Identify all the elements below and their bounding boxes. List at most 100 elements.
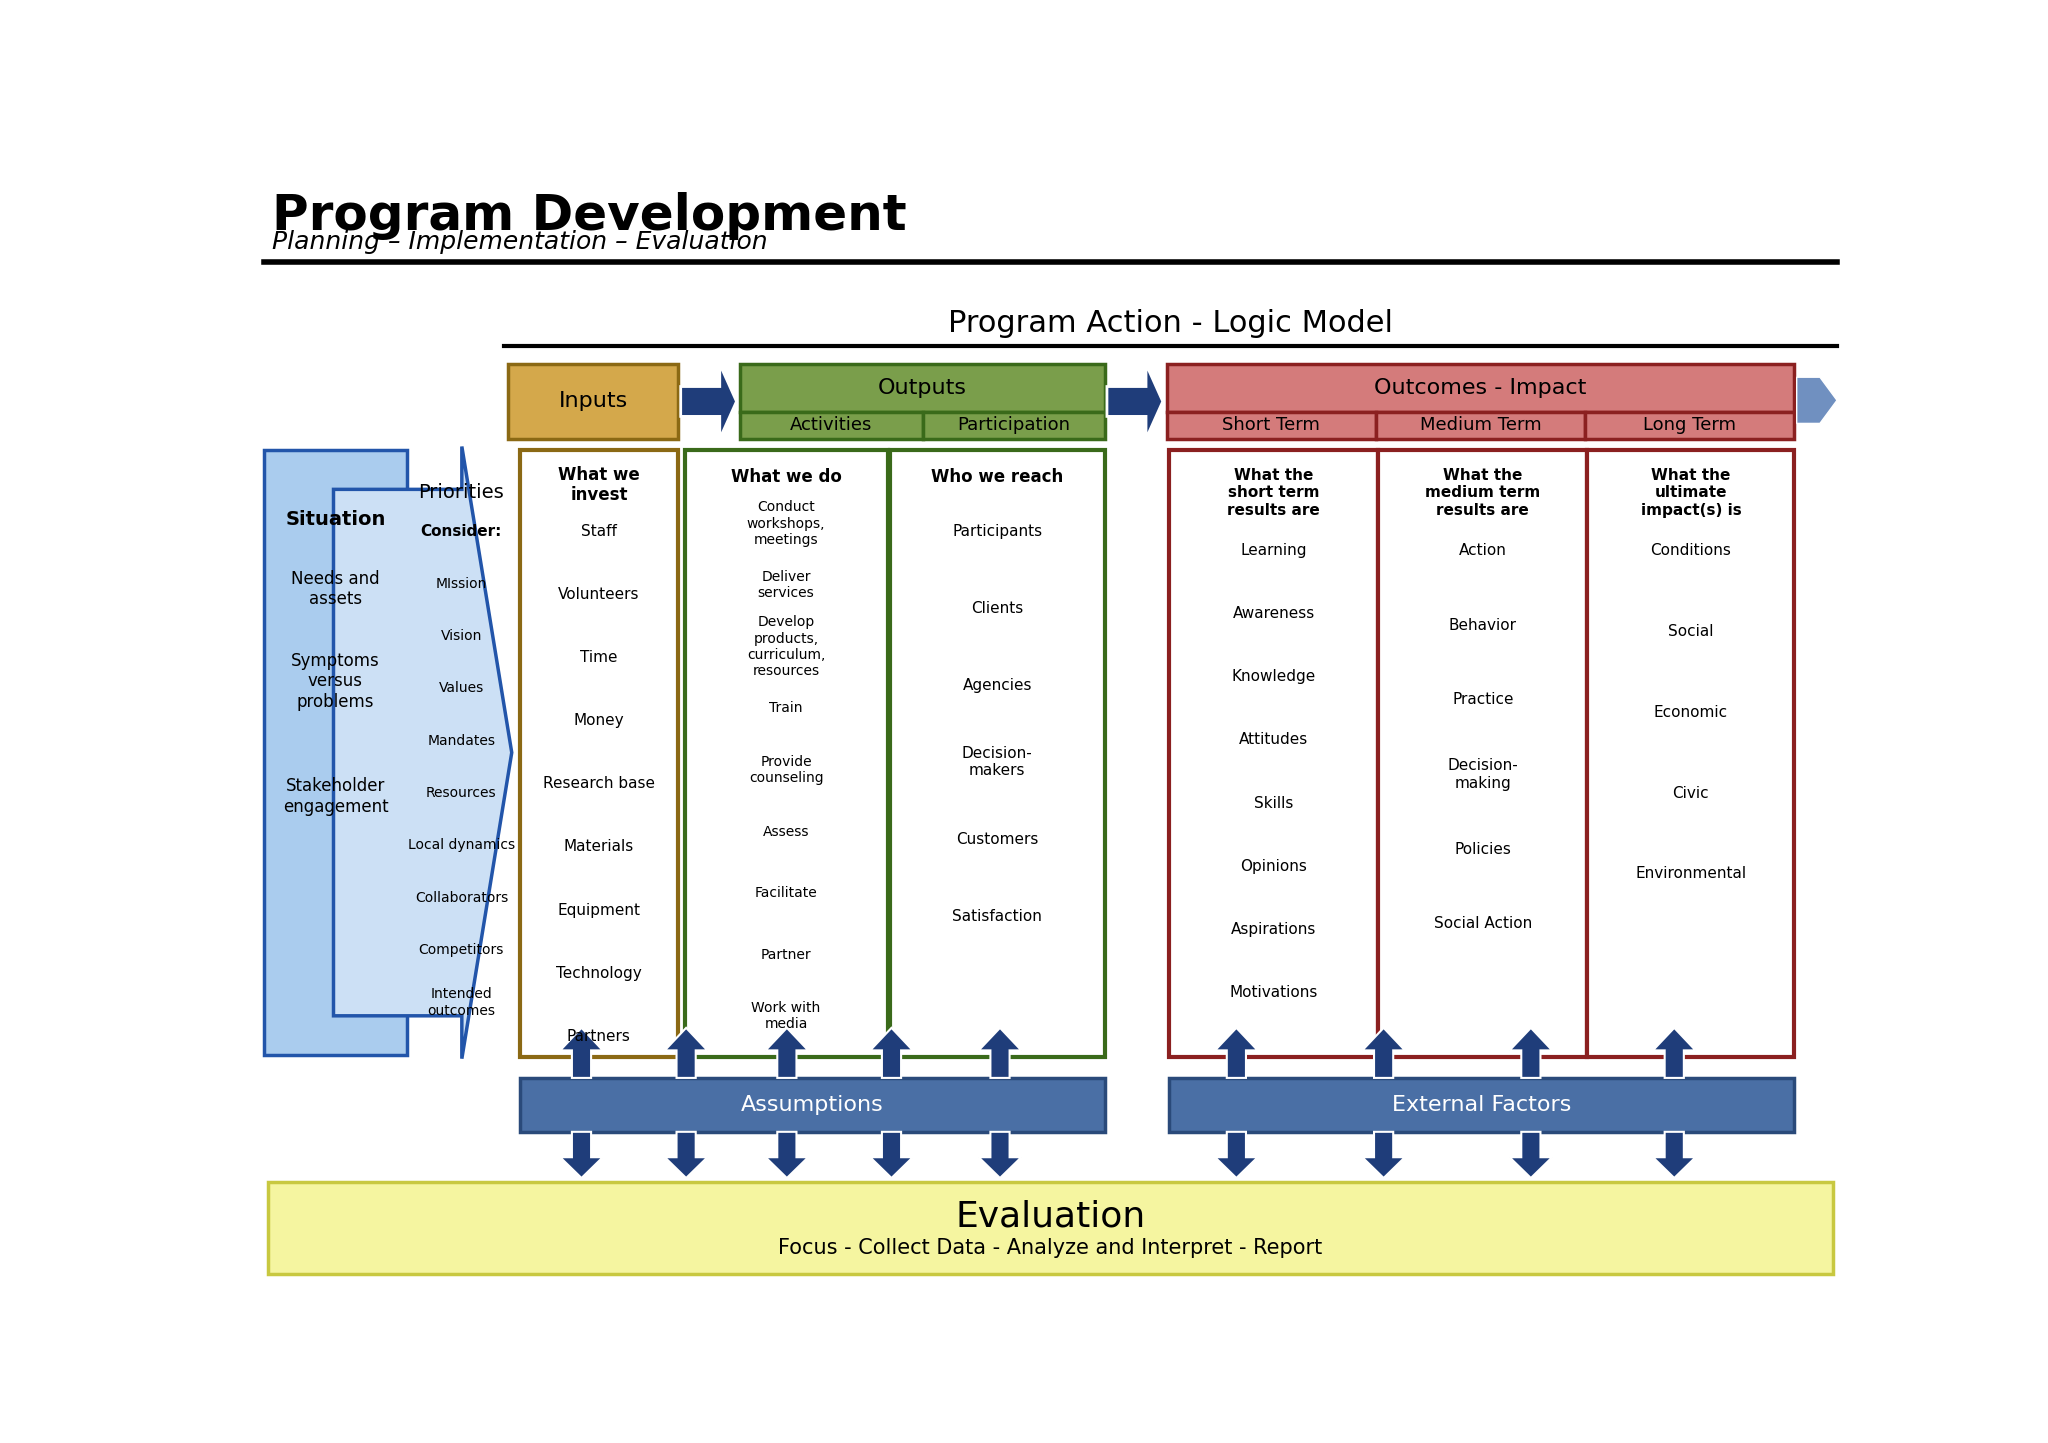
Polygon shape [1362, 1131, 1405, 1177]
Text: External Factors: External Factors [1393, 1095, 1571, 1115]
Polygon shape [1509, 1027, 1552, 1078]
Text: Needs and
assets: Needs and assets [291, 570, 379, 609]
Text: Opinions: Opinions [1241, 859, 1307, 873]
Text: Priorities: Priorities [418, 483, 504, 502]
Text: Learning: Learning [1241, 543, 1307, 558]
Text: Provide
counseling: Provide counseling [750, 755, 823, 785]
FancyBboxPatch shape [1167, 364, 1794, 411]
Text: Policies: Policies [1454, 841, 1511, 857]
FancyBboxPatch shape [1585, 411, 1794, 439]
Polygon shape [979, 1027, 1022, 1078]
Text: Intended
outcomes: Intended outcomes [428, 987, 496, 1017]
Text: Materials: Materials [563, 840, 635, 854]
Text: Consider:: Consider: [420, 524, 502, 538]
Polygon shape [1653, 1131, 1696, 1177]
FancyBboxPatch shape [1378, 450, 1587, 1058]
Polygon shape [680, 364, 737, 439]
FancyBboxPatch shape [891, 450, 1104, 1058]
Text: Partner: Partner [760, 948, 811, 961]
Text: Stakeholder
engagement: Stakeholder engagement [283, 778, 389, 817]
Text: Motivations: Motivations [1229, 986, 1317, 1000]
Text: Conduct
workshops,
meetings: Conduct workshops, meetings [748, 501, 825, 547]
Text: Aspirations: Aspirations [1231, 922, 1317, 937]
Polygon shape [1214, 1131, 1257, 1177]
FancyBboxPatch shape [741, 411, 922, 439]
FancyBboxPatch shape [1169, 450, 1378, 1058]
Text: Work with
media: Work with media [752, 1001, 821, 1032]
FancyBboxPatch shape [1376, 411, 1585, 439]
Text: Deliver
services: Deliver services [758, 570, 815, 600]
Text: Skills: Skills [1253, 795, 1292, 811]
FancyBboxPatch shape [508, 364, 678, 439]
FancyBboxPatch shape [268, 1182, 1833, 1274]
FancyBboxPatch shape [1169, 1078, 1794, 1131]
Text: Social: Social [1669, 623, 1714, 639]
Text: Civic: Civic [1673, 785, 1710, 801]
Text: Environmental: Environmental [1636, 866, 1747, 882]
Text: Outputs: Outputs [879, 378, 967, 398]
Text: Participants: Participants [952, 524, 1042, 538]
Text: Social Action: Social Action [1434, 916, 1532, 931]
Text: Behavior: Behavior [1448, 618, 1518, 632]
Text: What the
ultimate
impact(s) is: What the ultimate impact(s) is [1640, 468, 1741, 518]
Text: Money: Money [573, 713, 625, 729]
Polygon shape [1362, 1027, 1405, 1078]
Polygon shape [1509, 1131, 1552, 1177]
Polygon shape [1796, 377, 1837, 423]
Text: Equipment: Equipment [557, 902, 641, 918]
FancyBboxPatch shape [922, 411, 1104, 439]
Text: Knowledge: Knowledge [1231, 670, 1315, 684]
Polygon shape [766, 1131, 809, 1177]
Text: Develop
products,
curriculum,
resources: Develop products, curriculum, resources [748, 615, 825, 678]
Text: What the
short term
results are: What the short term results are [1227, 468, 1321, 518]
Text: Short Term: Short Term [1223, 417, 1321, 434]
FancyBboxPatch shape [520, 450, 678, 1058]
Text: Medium Term: Medium Term [1419, 417, 1542, 434]
Text: Practice: Practice [1452, 693, 1513, 707]
Polygon shape [870, 1027, 913, 1078]
Text: Clients: Clients [971, 600, 1024, 616]
Text: Competitors: Competitors [418, 944, 504, 957]
Polygon shape [1214, 1027, 1257, 1078]
FancyBboxPatch shape [741, 364, 1104, 411]
Text: Economic: Economic [1655, 704, 1729, 720]
Text: Research base: Research base [543, 776, 655, 791]
Text: Action: Action [1458, 543, 1507, 558]
Text: Who we reach: Who we reach [932, 469, 1063, 486]
Text: Train: Train [770, 701, 803, 716]
Text: Mandates: Mandates [428, 733, 496, 747]
Text: Satisfaction: Satisfaction [952, 909, 1042, 924]
Polygon shape [1653, 1027, 1696, 1078]
Text: Conditions: Conditions [1651, 543, 1731, 558]
Text: Activities: Activities [791, 417, 872, 434]
FancyBboxPatch shape [1167, 411, 1376, 439]
Text: Focus - Collect Data - Analyze and Interpret - Report: Focus - Collect Data - Analyze and Inter… [778, 1238, 1323, 1258]
Polygon shape [666, 1131, 707, 1177]
FancyBboxPatch shape [684, 450, 887, 1058]
Text: Resources: Resources [426, 786, 498, 799]
FancyBboxPatch shape [264, 450, 408, 1055]
Text: Vision: Vision [440, 629, 481, 644]
Text: Assumptions: Assumptions [741, 1095, 883, 1115]
Polygon shape [561, 1131, 602, 1177]
Polygon shape [870, 1131, 913, 1177]
Text: Decision-
making: Decision- making [1448, 759, 1518, 791]
Text: Participation: Participation [956, 417, 1069, 434]
Text: Situation: Situation [285, 511, 385, 530]
Polygon shape [666, 1027, 707, 1078]
Text: Facilitate: Facilitate [756, 886, 817, 900]
Text: Attitudes: Attitudes [1239, 733, 1309, 747]
Text: Volunteers: Volunteers [559, 587, 639, 602]
Text: What we do: What we do [731, 469, 842, 486]
Text: Assess: Assess [762, 824, 809, 838]
Text: Decision-
makers: Decision- makers [963, 746, 1032, 778]
Polygon shape [979, 1131, 1022, 1177]
Text: Program Action - Logic Model: Program Action - Logic Model [948, 309, 1393, 338]
Text: What we
invest: What we invest [557, 466, 639, 505]
Text: Inputs: Inputs [559, 391, 629, 411]
Polygon shape [766, 1027, 809, 1078]
Text: Planning – Implementation – Evaluation: Planning – Implementation – Evaluation [272, 231, 768, 254]
Polygon shape [334, 446, 512, 1059]
Text: MIssion: MIssion [436, 577, 487, 590]
Text: Program Development: Program Development [272, 192, 905, 240]
